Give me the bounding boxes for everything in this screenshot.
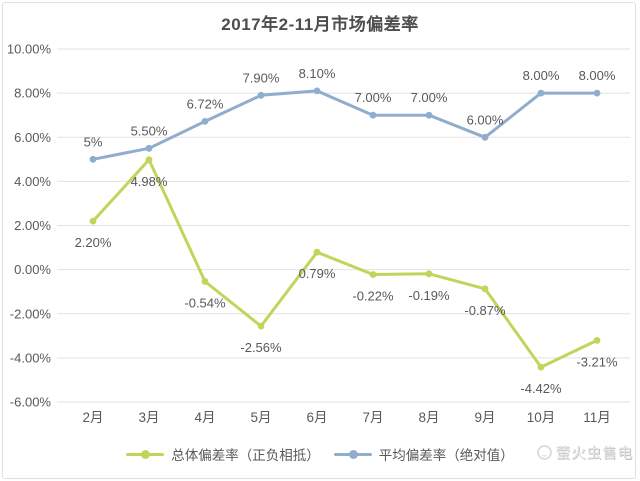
- average-series-legend-marker-icon: [333, 449, 372, 459]
- overall-data-label: 2.20%: [75, 235, 112, 250]
- average-data-label: 8.00%: [579, 68, 616, 83]
- average-data-label: 7.00%: [411, 90, 448, 105]
- average-series-marker: [481, 133, 489, 141]
- x-axis-tick-label: 2月: [82, 410, 103, 425]
- chart-legend: 总体偏差率（正负相抵） 平均偏差率（绝对值）: [0, 444, 640, 464]
- legend-label-average-deviation: 平均偏差率（绝对值）: [378, 448, 514, 463]
- overall-data-label: -3.21%: [576, 354, 618, 369]
- x-axis-tick-label: 3月: [138, 410, 159, 425]
- x-axis-tick-label: 9月: [474, 410, 495, 425]
- line-chart-canvas: 10.00% 8.00% 6.00% 4.00% 2.00% 0.00% -2.00% -4.…: [7, 42, 630, 425]
- overall-series-legend-marker-icon: [126, 449, 165, 459]
- watermark-text: 萤火虫售电: [555, 446, 633, 462]
- watermark: 萤火虫售电: [536, 442, 634, 463]
- y-axis-tick-label: -2.00%: [10, 306, 52, 321]
- overall-series-marker: [89, 217, 97, 225]
- overall-series-marker: [145, 156, 153, 164]
- y-axis-tick-label: 10.00%: [7, 42, 52, 57]
- x-axis-tick-label: 5月: [250, 410, 271, 425]
- overall-data-label: -4.42%: [520, 381, 562, 396]
- average-series-marker: [145, 144, 153, 152]
- average-data-label: 5.50%: [131, 123, 168, 138]
- average-data-label: 7.90%: [243, 70, 280, 85]
- overall-series-marker: [537, 363, 545, 371]
- x-axis-tick-label: 7月: [362, 410, 383, 425]
- average-data-label: 8.00%: [523, 68, 560, 83]
- overall-series-marker: [593, 337, 601, 344]
- average-series-marker: [593, 89, 601, 97]
- average-series-marker: [201, 118, 209, 125]
- y-axis-tick-label: -4.00%: [10, 350, 52, 365]
- average-series-marker: [257, 91, 265, 99]
- legend-dot-swatch: [141, 449, 151, 459]
- overall-series-marker: [369, 271, 377, 278]
- average-series-marker: [89, 155, 97, 163]
- overall-series-line: [91, 158, 599, 369]
- average-series-line: [91, 89, 599, 161]
- legend-item-average-deviation: 平均偏差率（绝对值）: [333, 444, 514, 464]
- average-data-label: 6.00%: [467, 112, 504, 127]
- y-axis-tick-label: 4.00%: [14, 174, 51, 189]
- x-axis-tick-label: 4月: [194, 410, 215, 425]
- firefly-logo-icon: [536, 445, 552, 460]
- average-series-marker: [537, 89, 545, 97]
- overall-series-marker: [425, 270, 433, 278]
- x-axis-tick-label: 6月: [306, 410, 327, 425]
- overall-data-label: -0.87%: [464, 303, 506, 318]
- overall-data-label: -0.19%: [408, 288, 450, 303]
- y-axis-tick-label: 6.00%: [14, 130, 51, 145]
- overall-data-label: -0.54%: [184, 296, 226, 311]
- average-data-label: 6.72%: [187, 96, 224, 111]
- y-axis-tick-label: 2.00%: [14, 218, 51, 233]
- legend-dot-swatch: [348, 449, 358, 459]
- legend-item-overall-deviation: 总体偏差率（正负相抵）: [126, 444, 320, 464]
- overall-series-marker: [201, 278, 209, 285]
- legend-label-overall-deviation: 总体偏差率（正负相抵）: [171, 448, 320, 463]
- average-series-marker: [369, 111, 377, 119]
- overall-data-label: -2.56%: [240, 340, 282, 355]
- average-data-label: 8.10%: [299, 66, 336, 81]
- overall-data-label: 0.79%: [299, 266, 336, 281]
- overall-series-marker: [481, 285, 489, 293]
- overall-series-marker: [313, 248, 321, 256]
- y-axis-tick-label: 0.00%: [14, 262, 51, 277]
- y-axis-tick-label: 8.00%: [14, 86, 51, 101]
- overall-data-label: 4.98%: [131, 174, 168, 189]
- overall-data-label: -0.22%: [352, 289, 394, 304]
- average-series-marker: [313, 87, 321, 95]
- y-axis-tick-label: -6.00%: [10, 395, 52, 410]
- x-axis-tick-label: 10月: [527, 410, 556, 425]
- average-data-label: 7.00%: [355, 90, 392, 105]
- x-axis-tick-label: 11月: [583, 410, 611, 425]
- average-data-label: 5%: [84, 134, 103, 149]
- chart-title: 2017年2-11月市场偏差率: [221, 15, 419, 34]
- average-series-marker: [425, 111, 433, 119]
- overall-series-marker: [257, 322, 265, 330]
- x-axis-tick-label: 8月: [418, 410, 439, 425]
